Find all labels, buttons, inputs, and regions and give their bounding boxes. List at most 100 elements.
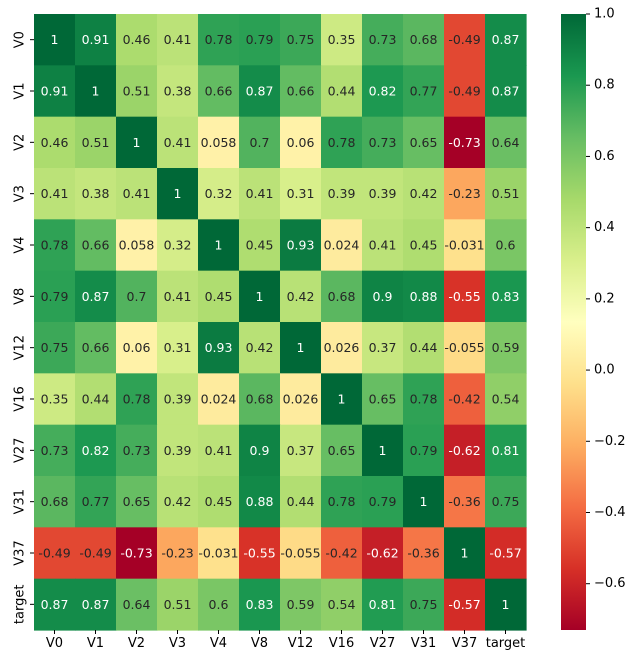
cell-value-label: 0.65 <box>123 494 151 509</box>
heatmap-cell <box>116 578 158 631</box>
heatmap-cell <box>34 373 76 426</box>
cell-value-label: 0.46 <box>123 32 151 47</box>
colorbar-gradient <box>561 14 586 630</box>
cell-value-label: -0.055 <box>280 546 320 561</box>
cell-value-label: 0.68 <box>328 289 356 304</box>
heatmap-cell <box>280 527 322 580</box>
y-tick-label: V3 <box>13 185 28 202</box>
heatmap-cell <box>444 527 486 580</box>
heatmap-cell <box>34 476 76 528</box>
cell-value-label: 0.79 <box>246 32 274 47</box>
heatmap-cell <box>321 270 363 323</box>
cell-value-label: 0.59 <box>287 597 315 612</box>
cell-value-label: 0.88 <box>410 289 438 304</box>
cell-value-label: 0.44 <box>410 340 438 355</box>
cell-value-label: 0.87 <box>492 84 520 99</box>
heatmap-cell <box>321 527 363 580</box>
cell-value-label: 0.78 <box>41 238 69 253</box>
heatmap-cell <box>239 424 281 477</box>
cell-value-label: -0.42 <box>448 392 480 407</box>
cell-value-label: -0.55 <box>448 289 480 304</box>
heatmap-cell <box>157 373 199 426</box>
heatmap-cell <box>157 14 199 66</box>
cell-value-label: 0.65 <box>410 135 438 150</box>
heatmap-cell <box>75 168 117 220</box>
y-tick-label: V4 <box>13 236 28 253</box>
heatmap-cell <box>198 168 240 220</box>
heatmap-cell <box>239 476 281 528</box>
cell-value-label: 0.75 <box>410 597 438 612</box>
cell-value-label: 0.35 <box>328 32 356 47</box>
cell-value-label: 0.39 <box>369 186 397 201</box>
cell-value-label: 0.41 <box>164 135 192 150</box>
heatmap-cell <box>198 373 240 426</box>
heatmap-cell <box>444 219 486 272</box>
heatmap-cell <box>34 527 76 580</box>
cell-value-label: 0.91 <box>82 32 110 47</box>
heatmap-cell <box>485 527 527 580</box>
colorbar-tick-label: 0.8 <box>594 78 615 93</box>
cell-value-label: -0.36 <box>407 546 439 561</box>
cell-value-label: 0.6 <box>209 597 229 612</box>
heatmap-cell <box>280 65 322 118</box>
cell-value-label: -0.49 <box>448 32 480 47</box>
heatmap-cell <box>362 578 404 631</box>
heatmap-cell <box>280 373 322 426</box>
heatmap-cell <box>485 322 527 374</box>
heatmap-cell <box>34 65 76 118</box>
cell-value-label: 1 <box>461 546 469 561</box>
cell-value-label: 0.42 <box>164 494 192 509</box>
y-tick-label: V1 <box>13 82 28 99</box>
heatmap-cell <box>34 116 76 169</box>
cell-value-label: 0.37 <box>369 340 397 355</box>
cell-value-label: -0.23 <box>161 546 193 561</box>
cell-value-label: 0.88 <box>246 494 274 509</box>
heatmap-cell <box>485 65 527 118</box>
heatmap-cell <box>280 424 322 477</box>
cell-value-label: -0.031 <box>198 546 238 561</box>
cell-value-label: 1 <box>420 494 428 509</box>
heatmap-cell <box>362 14 404 66</box>
y-tick-label: V12 <box>13 335 28 360</box>
heatmap-cell <box>75 219 117 272</box>
heatmap-cell <box>444 65 486 118</box>
heatmap-cell <box>321 65 363 118</box>
heatmap-cell <box>198 65 240 118</box>
heatmap-cell <box>362 424 404 477</box>
cell-value-label: 0.65 <box>328 443 356 458</box>
cell-value-label: 0.68 <box>410 32 438 47</box>
cell-value-label: 0.51 <box>123 84 151 99</box>
heatmap-cell <box>157 322 199 374</box>
colorbar-tick-label: 0.0 <box>594 363 615 378</box>
cell-value-label: 0.31 <box>287 186 315 201</box>
heatmap-cell <box>444 168 486 220</box>
heatmap-cell <box>75 527 117 580</box>
heatmap-cell <box>362 168 404 220</box>
cell-value-label: 1 <box>174 186 182 201</box>
cell-value-label: 1 <box>51 32 59 47</box>
cell-value-label: 0.77 <box>410 84 438 99</box>
cell-value-label: 1 <box>379 443 387 458</box>
heatmap-cell <box>34 219 76 272</box>
y-axis: V0 V1 V2 V3 V4 V8 V12 V16 V27 V31 V37 target <box>13 31 34 624</box>
cell-value-label: 0.87 <box>492 32 520 47</box>
cell-value-label: 0.41 <box>164 289 192 304</box>
cell-value-label: 0.39 <box>328 186 356 201</box>
cell-value-label: 1 <box>502 597 510 612</box>
cell-value-label: 0.41 <box>123 186 151 201</box>
heatmap-cell <box>362 373 404 426</box>
heatmap-cell <box>444 424 486 477</box>
heatmap-cell <box>403 65 445 118</box>
heatmap-cell <box>34 424 76 477</box>
x-tick-label: V8 <box>251 636 268 651</box>
cell-value-label: 0.87 <box>41 597 69 612</box>
y-tick-label: V8 <box>13 288 28 305</box>
heatmap-cell <box>116 65 158 118</box>
cell-value-label: 0.024 <box>201 392 237 407</box>
heatmap-cell <box>75 14 117 66</box>
cell-value-label: 0.65 <box>369 392 397 407</box>
cell-value-label: -0.055 <box>444 340 484 355</box>
heatmap-cell <box>362 65 404 118</box>
heatmap-cell <box>157 476 199 528</box>
colorbar: −0.6 −0.4 −0.2 0.0 0.2 0.4 0.6 0.8 1.0 <box>561 7 626 630</box>
